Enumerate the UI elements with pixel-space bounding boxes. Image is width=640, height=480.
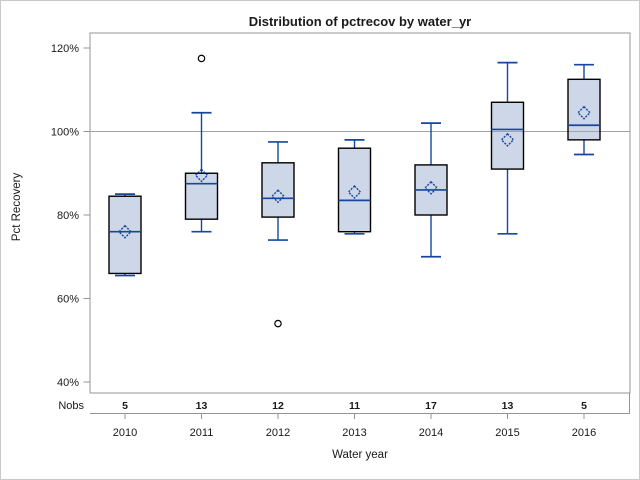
y-axis-title: Pct Recovery xyxy=(11,173,23,242)
nobs-value: 11 xyxy=(349,400,360,412)
box-fills xyxy=(109,79,600,274)
nobs-value: 12 xyxy=(272,400,284,412)
box-2015 xyxy=(490,101,525,170)
mean-marker xyxy=(347,185,362,200)
mean-marker xyxy=(577,105,591,120)
box-marks: 2010 5 2011 13 2012 12 2013 11 2014 17 2015 13 2016 5 xyxy=(108,54,601,439)
y-tick-label: 120% xyxy=(51,43,79,55)
y-tick-label: 60% xyxy=(57,294,79,306)
x-tick-label: 2015 xyxy=(495,427,519,439)
box-fill-2015 xyxy=(491,102,524,170)
mean-marker xyxy=(271,189,285,204)
x-tick-label: 2010 xyxy=(113,427,137,439)
mean-marker xyxy=(194,168,209,183)
box-2011 xyxy=(184,172,219,220)
box-2010 xyxy=(108,195,142,275)
nobs-value: 5 xyxy=(122,400,128,412)
box-fill-2010 xyxy=(109,196,141,274)
mean-marker xyxy=(118,224,132,239)
nobs-value: 13 xyxy=(502,400,514,412)
x-tick-label: 2011 xyxy=(190,427,214,439)
x-tick-label: 2012 xyxy=(266,427,290,439)
chart-title: Distribution of pctrecov by water_yr xyxy=(249,14,472,29)
box-2016 xyxy=(567,78,601,141)
box-fill-2016 xyxy=(568,79,600,140)
nobs-value: 13 xyxy=(196,400,208,412)
box-2012 xyxy=(261,162,295,218)
x-tick-label: 2016 xyxy=(572,427,596,439)
x-tick-label: 2014 xyxy=(419,427,443,439)
y-tick-label: 100% xyxy=(51,127,79,139)
nobs-value: 17 xyxy=(425,400,437,412)
mean-marker xyxy=(424,180,438,195)
nobs-value: 5 xyxy=(581,400,587,412)
mean-marker xyxy=(500,132,515,147)
x-tick-label: 2013 xyxy=(342,427,366,439)
outlier-point xyxy=(274,319,282,328)
plot-wall xyxy=(89,32,631,394)
outlier-point xyxy=(197,54,206,63)
box-2013 xyxy=(337,147,372,233)
box-fill-2011 xyxy=(185,173,218,220)
x-axis-title: Water year xyxy=(332,449,388,461)
box-fill-2013 xyxy=(338,148,371,232)
y-tick-label: 80% xyxy=(57,210,79,222)
y-tick-label: 40% xyxy=(57,377,79,389)
nobs-row-label: Nobs xyxy=(58,400,84,412)
